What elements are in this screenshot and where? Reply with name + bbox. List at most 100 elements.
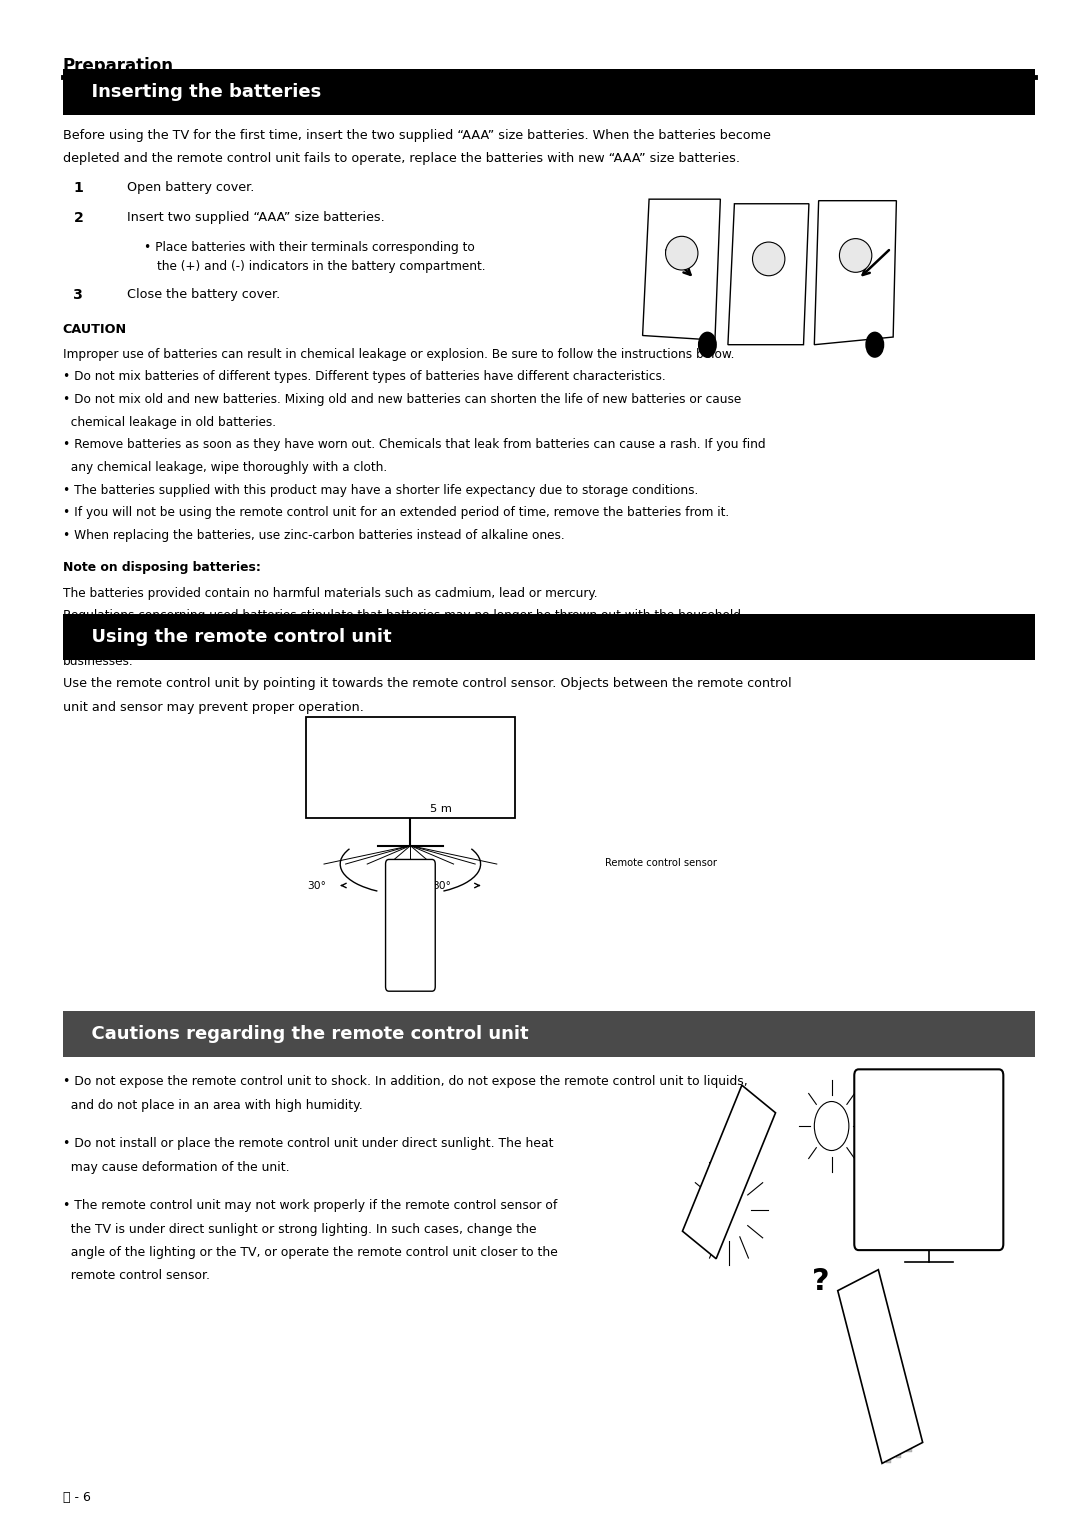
Bar bbox=[420, 936, 428, 944]
FancyBboxPatch shape bbox=[306, 717, 515, 818]
Bar bbox=[396, 899, 404, 907]
Text: Use the remote control unit by pointing it towards the remote control sensor. Ob: Use the remote control unit by pointing … bbox=[63, 677, 792, 689]
Text: ?: ? bbox=[812, 1267, 829, 1296]
Bar bbox=[396, 875, 404, 882]
Text: 30°: 30° bbox=[308, 881, 326, 892]
Ellipse shape bbox=[753, 242, 785, 276]
Bar bbox=[396, 924, 404, 931]
FancyBboxPatch shape bbox=[63, 69, 1035, 115]
Circle shape bbox=[699, 332, 716, 357]
FancyBboxPatch shape bbox=[63, 1011, 1035, 1057]
Text: angle of the lighting or the TV, or operate the remote control unit closer to th: angle of the lighting or the TV, or oper… bbox=[63, 1246, 557, 1259]
Text: • Do not install or place the remote control unit under direct sunlight. The hea: • Do not install or place the remote con… bbox=[63, 1137, 553, 1151]
Circle shape bbox=[866, 332, 883, 357]
Text: 5 m: 5 m bbox=[430, 804, 451, 815]
Text: the TV is under direct sunlight or strong lighting. In such cases, change the: the TV is under direct sunlight or stron… bbox=[63, 1223, 537, 1235]
Text: and do not place in an area with high humidity.: and do not place in an area with high hu… bbox=[63, 1098, 363, 1112]
Bar bbox=[408, 875, 416, 882]
Text: Before using the TV for the first time, insert the two supplied “AAA” size batte: Before using the TV for the first time, … bbox=[63, 129, 770, 141]
Text: 3: 3 bbox=[73, 288, 83, 302]
Text: ✕: ✕ bbox=[917, 1138, 941, 1166]
Bar bbox=[420, 899, 428, 907]
Text: unit and sensor may prevent proper operation.: unit and sensor may prevent proper opera… bbox=[63, 702, 364, 714]
Ellipse shape bbox=[665, 236, 698, 270]
Bar bbox=[408, 961, 416, 968]
Bar bbox=[878, 1428, 883, 1434]
Text: 2: 2 bbox=[73, 211, 83, 225]
Bar bbox=[396, 961, 404, 968]
Bar bbox=[892, 1437, 897, 1443]
Text: Inserting the batteries: Inserting the batteries bbox=[79, 83, 321, 101]
Bar bbox=[408, 887, 416, 895]
Bar bbox=[396, 912, 404, 919]
Bar bbox=[889, 1423, 894, 1429]
Bar bbox=[420, 875, 428, 882]
Bar bbox=[867, 1385, 873, 1391]
Bar bbox=[878, 1379, 883, 1385]
Bar bbox=[396, 936, 404, 944]
Text: • Do not mix old and new batteries. Mixing old and new batteries can shorten the: • Do not mix old and new batteries. Mixi… bbox=[63, 394, 741, 406]
FancyBboxPatch shape bbox=[63, 614, 1035, 660]
Text: rubbish. Deposit any used batteries free of charge into the designated collectio: rubbish. Deposit any used batteries free… bbox=[63, 633, 753, 645]
Bar bbox=[872, 1399, 877, 1405]
Bar bbox=[888, 1374, 893, 1380]
Text: Regulations concerning used batteries stipulate that batteries may no longer be : Regulations concerning used batteries st… bbox=[63, 610, 741, 622]
FancyBboxPatch shape bbox=[854, 1069, 1003, 1250]
Text: remote control sensor.: remote control sensor. bbox=[63, 1268, 210, 1282]
Text: businesses.: businesses. bbox=[63, 654, 133, 668]
Text: The batteries provided contain no harmful materials such as cadmium, lead or mer: The batteries provided contain no harmfu… bbox=[63, 587, 597, 599]
Text: Preparation: Preparation bbox=[63, 57, 174, 75]
Polygon shape bbox=[838, 1270, 922, 1463]
Text: chemical leakage in old batteries.: chemical leakage in old batteries. bbox=[63, 415, 275, 429]
Bar bbox=[895, 1403, 901, 1409]
Text: • Do not expose the remote control unit to shock. In addition, do not expose the: • Do not expose the remote control unit … bbox=[63, 1075, 747, 1088]
Bar bbox=[420, 912, 428, 919]
Text: • Remove batteries as soon as they have worn out. Chemicals that leak from batte: • Remove batteries as soon as they have … bbox=[63, 438, 766, 452]
Text: Cautions regarding the remote control unit: Cautions regarding the remote control un… bbox=[79, 1025, 528, 1043]
Bar bbox=[903, 1432, 908, 1439]
Bar bbox=[408, 899, 416, 907]
FancyBboxPatch shape bbox=[386, 859, 435, 991]
Bar bbox=[408, 936, 416, 944]
Text: Using the remote control unit: Using the remote control unit bbox=[79, 628, 391, 647]
Bar bbox=[906, 1446, 912, 1452]
Bar bbox=[881, 1394, 887, 1400]
Text: 1: 1 bbox=[73, 181, 83, 195]
Text: CAUTION: CAUTION bbox=[63, 323, 126, 336]
Text: Note on disposing batteries:: Note on disposing batteries: bbox=[63, 561, 260, 574]
Text: • The batteries supplied with this product may have a shorter life expectancy du: • The batteries supplied with this produ… bbox=[63, 484, 698, 496]
Bar bbox=[408, 948, 416, 956]
Text: the (+) and (-) indicators in the battery compartment.: the (+) and (-) indicators in the batter… bbox=[157, 260, 485, 273]
Text: may cause deformation of the unit.: may cause deformation of the unit. bbox=[63, 1161, 289, 1174]
Polygon shape bbox=[683, 1085, 775, 1259]
Ellipse shape bbox=[839, 239, 872, 273]
Text: 30°: 30° bbox=[432, 881, 450, 892]
Bar bbox=[875, 1414, 880, 1420]
Bar bbox=[886, 1457, 891, 1463]
Text: depleted and the remote control unit fails to operate, replace the batteries wit: depleted and the remote control unit fai… bbox=[63, 153, 740, 165]
Text: • Do not mix batteries of different types. Different types of batteries have dif: • Do not mix batteries of different type… bbox=[63, 371, 665, 383]
Bar bbox=[420, 924, 428, 931]
Bar bbox=[396, 948, 404, 956]
Text: • Place batteries with their terminals corresponding to: • Place batteries with their terminals c… bbox=[144, 241, 474, 253]
Text: Close the battery cover.: Close the battery cover. bbox=[127, 288, 281, 300]
Bar bbox=[408, 924, 416, 931]
Bar bbox=[899, 1417, 904, 1423]
Bar bbox=[882, 1442, 888, 1448]
Bar bbox=[420, 887, 428, 895]
Text: Insert two supplied “AAA” size batteries.: Insert two supplied “AAA” size batteries… bbox=[127, 211, 386, 224]
Text: Remote control sensor: Remote control sensor bbox=[605, 858, 717, 869]
Polygon shape bbox=[643, 199, 720, 340]
Bar bbox=[396, 887, 404, 895]
Polygon shape bbox=[728, 204, 809, 345]
Text: Open battery cover.: Open battery cover. bbox=[127, 181, 255, 193]
Bar bbox=[408, 912, 416, 919]
Bar bbox=[896, 1451, 902, 1457]
Text: any chemical leakage, wipe thoroughly with a cloth.: any chemical leakage, wipe thoroughly wi… bbox=[63, 461, 387, 473]
Bar bbox=[420, 961, 428, 968]
Bar bbox=[885, 1408, 890, 1414]
Text: • If you will not be using the remote control unit for an extended period of tim: • If you will not be using the remote co… bbox=[63, 507, 729, 519]
Text: Improper use of batteries can result in chemical leakage or explosion. Be sure t: Improper use of batteries can result in … bbox=[63, 348, 734, 360]
Text: • When replacing the batteries, use zinc-carbon batteries instead of alkaline on: • When replacing the batteries, use zinc… bbox=[63, 529, 564, 542]
Circle shape bbox=[814, 1102, 849, 1151]
